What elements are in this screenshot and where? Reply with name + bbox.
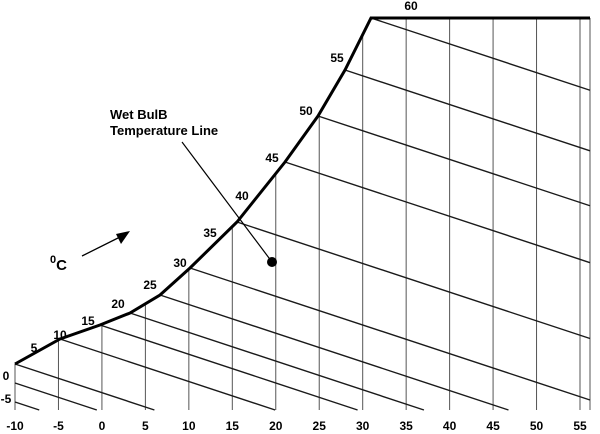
wet-bulb-line-3 xyxy=(59,338,276,411)
unit-arrow-head xyxy=(116,231,130,244)
curve-label: 10 xyxy=(53,328,67,342)
x-tick-label: 35 xyxy=(399,419,413,433)
wet-bulb-line-12 xyxy=(370,17,591,91)
curve-label: 20 xyxy=(111,297,125,311)
x-tick-label: 20 xyxy=(269,419,283,433)
x-tick-label: 10 xyxy=(182,419,196,433)
x-tick-label: 50 xyxy=(530,419,544,433)
curve-label: 55 xyxy=(330,51,344,65)
wet-bulb-line-11 xyxy=(344,69,591,152)
wet-bulb-line-5 xyxy=(129,312,425,411)
wet-bulb-line-1 xyxy=(14,401,40,411)
unit-main: C xyxy=(56,257,67,274)
curve-label: 30 xyxy=(173,256,187,270)
x-tick-label: 55 xyxy=(573,419,587,433)
curve-label: 50 xyxy=(299,104,313,118)
wet-bulb-line-7 xyxy=(189,267,591,401)
x-tick-label: 5 xyxy=(142,419,149,433)
unit-label: 0C xyxy=(50,254,67,274)
saturation-curve-labels: -5 0 5 10 15 20 25 30 35 40 45 50 55 60 xyxy=(1,0,418,406)
x-axis-tick-labels: -10 -5 0 5 10 15 20 25 30 35 40 45 50 55 xyxy=(6,419,587,433)
x-tick-label: 40 xyxy=(443,419,457,433)
x-tick-label: 30 xyxy=(356,419,370,433)
unit-superscript: 0 xyxy=(50,254,56,266)
x-tick-label: 45 xyxy=(486,419,500,433)
wet-bulb-line-10 xyxy=(317,115,591,207)
curve-label: 25 xyxy=(143,278,157,292)
unit-arrow-shaft xyxy=(81,235,123,257)
curve-label: 35 xyxy=(203,226,217,240)
wet-bulb-line-9 xyxy=(284,161,591,264)
x-tick-label: 0 xyxy=(99,419,106,433)
annotation-leader xyxy=(181,141,273,263)
curve-label: 0 xyxy=(3,369,10,383)
x-tick-label: 15 xyxy=(226,419,240,433)
wet-bulb-line-6 xyxy=(159,294,509,411)
saturation-curve xyxy=(14,16,590,366)
vertical-grid-lines xyxy=(14,18,591,410)
annotation-line-1: Wet BulB xyxy=(110,107,168,122)
curve-label: 5 xyxy=(31,341,38,355)
x-tick-label: -5 xyxy=(53,419,64,433)
curve-label: 45 xyxy=(265,151,279,165)
curve-label: -5 xyxy=(1,392,12,406)
x-tick-label: 25 xyxy=(313,419,327,433)
x-tick-label: -10 xyxy=(6,419,24,433)
curve-label: 15 xyxy=(81,314,95,328)
wet-bulb-line-0 xyxy=(14,382,98,411)
curve-label: 60 xyxy=(404,0,418,13)
annotation-line-2: Temperature Line xyxy=(110,123,218,138)
wet-bulb-line-8 xyxy=(236,221,591,340)
curve-label: 40 xyxy=(235,189,249,203)
wet-bulb-line-4 xyxy=(99,324,358,411)
state-point-marker xyxy=(267,257,277,267)
wet-bulb-lines xyxy=(14,17,591,411)
wet-bulb-line-2 xyxy=(14,363,155,411)
